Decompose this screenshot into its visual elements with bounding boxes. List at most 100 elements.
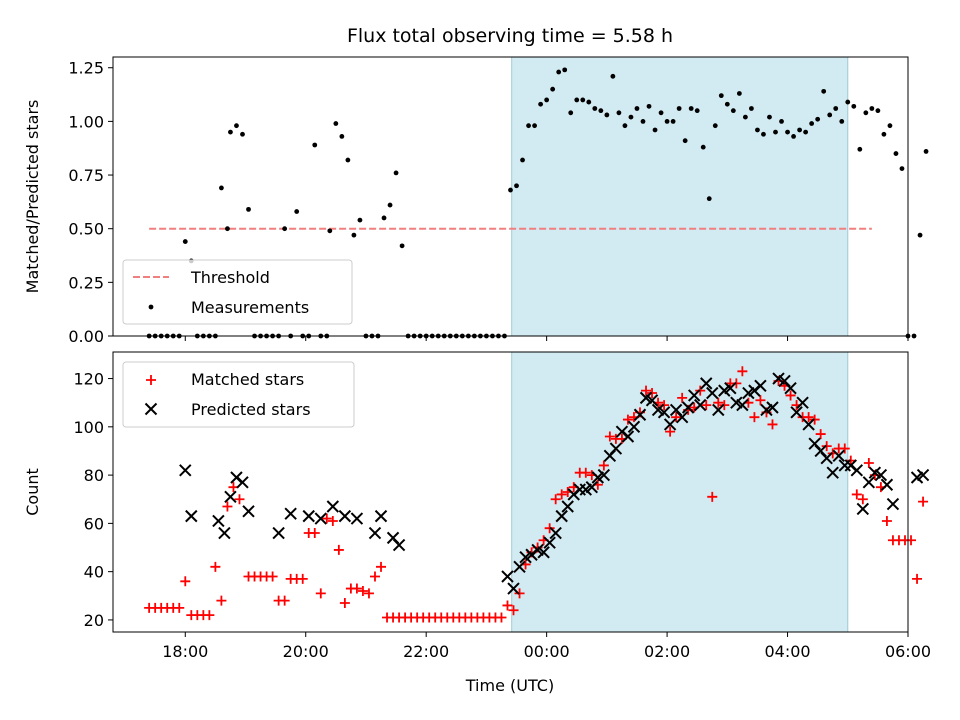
measurement-point — [526, 123, 531, 129]
matched-star-point — [803, 412, 814, 423]
predicted-star-point — [212, 514, 225, 528]
measurement-point — [718, 93, 724, 99]
chart-title: Flux total observing time = 5.58 h — [347, 25, 673, 47]
measurement-point — [312, 142, 318, 148]
measurement-point — [604, 112, 610, 118]
legend-predicted-label: Predicted stars — [191, 400, 311, 419]
measurement-point — [736, 91, 742, 96]
matched-star-point — [234, 494, 245, 505]
measurement-point — [773, 129, 778, 135]
measurement-point — [550, 86, 556, 92]
measurement-point — [294, 209, 300, 214]
measurement-point — [700, 144, 706, 150]
measurement-point — [580, 97, 586, 103]
predicted-star-point — [537, 546, 550, 559]
predicted-star-point — [675, 410, 689, 424]
matched-star-point — [677, 392, 688, 403]
matched-star-point — [881, 515, 892, 526]
predicted-star-point — [302, 509, 315, 523]
measurement-point — [791, 134, 796, 139]
predicted-star-point — [700, 377, 713, 390]
predicted-star-point — [796, 396, 809, 409]
predicted-star-point — [272, 526, 285, 540]
measurement-point — [839, 118, 845, 124]
measurement-point — [761, 131, 766, 137]
ratio-panel: 0.00 0.25 0.50 0.75 1.00 1.25 Matched/Predicte… — [23, 56, 929, 346]
measurement-point — [767, 114, 772, 120]
predicted-star-point — [338, 509, 352, 523]
measurement-point — [845, 99, 851, 105]
measurement-point — [225, 226, 230, 232]
measurement-point — [399, 243, 405, 249]
predicted-star-point — [368, 526, 382, 540]
predicted-star-point — [681, 401, 695, 414]
y-tick-label: 80 — [84, 466, 104, 485]
measurement-point — [228, 129, 233, 135]
y-tick-label: 0.25 — [68, 273, 104, 292]
measurement-point — [869, 106, 875, 111]
measurement-point — [797, 127, 802, 133]
matched-star-point — [556, 489, 567, 500]
measurement-point — [755, 127, 760, 133]
predicted-star-point — [314, 512, 327, 525]
measurement-point — [664, 118, 670, 124]
measurement-point — [815, 116, 821, 122]
matched-star-point — [918, 496, 929, 507]
predicted-star-point — [236, 476, 249, 489]
measurement-point — [345, 157, 351, 163]
predicted-star-point — [585, 480, 599, 494]
predicted-star-point — [549, 526, 562, 540]
predicted-star-point — [784, 381, 797, 395]
predicted-star-point — [627, 420, 641, 434]
measurement-point — [749, 106, 754, 111]
y-tick-label: 0.75 — [68, 166, 104, 185]
predicted-star-point — [555, 509, 568, 523]
predicted-star-point — [543, 536, 556, 549]
predicted-star-point — [790, 406, 803, 419]
y-axis-label: Matched/Predicted stars — [23, 100, 42, 294]
predicted-star-point — [597, 468, 611, 482]
predicted-star-point — [179, 464, 192, 477]
measurement-point — [333, 121, 339, 126]
predicted-star-point — [850, 464, 864, 477]
measurement-point — [574, 97, 580, 103]
predicted-star-point — [224, 490, 237, 504]
measurement-point — [676, 106, 682, 111]
measurement-point — [234, 123, 239, 129]
measurement-point — [514, 183, 519, 189]
plot-frame — [112, 351, 909, 633]
matched-star-point — [671, 412, 682, 423]
predicted-star-point — [802, 418, 815, 431]
measurement-point — [779, 118, 784, 124]
legend-predicted-swatch — [144, 402, 158, 416]
legend-threshold-label: Threshold — [190, 268, 270, 287]
measurement-point — [851, 103, 857, 109]
legend-matched-swatch — [146, 375, 156, 385]
predicted-star-point — [712, 403, 725, 417]
matched-star-point — [357, 585, 368, 596]
measurement-point — [339, 134, 345, 139]
matched-star-point — [851, 489, 862, 500]
matched-star-point — [701, 400, 712, 411]
measurement-point — [821, 88, 827, 94]
measurement-point — [803, 129, 809, 135]
measurement-point — [282, 226, 288, 232]
matched-star-point — [665, 426, 676, 437]
matched-star-point — [297, 573, 308, 584]
measurement-point — [393, 170, 399, 176]
measurement-point — [706, 196, 712, 202]
measurement-point — [556, 69, 562, 75]
predicted-star-point — [687, 389, 701, 402]
matched-star-point — [580, 467, 591, 478]
measurement-point — [809, 121, 815, 126]
matched-star-point — [339, 598, 350, 609]
predicted-star-point — [501, 570, 514, 583]
matched-star-point — [216, 595, 227, 606]
matched-star-point — [210, 561, 221, 572]
matched-star-point — [737, 366, 748, 377]
measurement-point — [742, 114, 748, 120]
matched-star-point — [180, 576, 191, 587]
measurement-point — [240, 131, 245, 137]
y-tick-label: 120 — [73, 370, 104, 389]
measurement-point — [592, 106, 598, 111]
